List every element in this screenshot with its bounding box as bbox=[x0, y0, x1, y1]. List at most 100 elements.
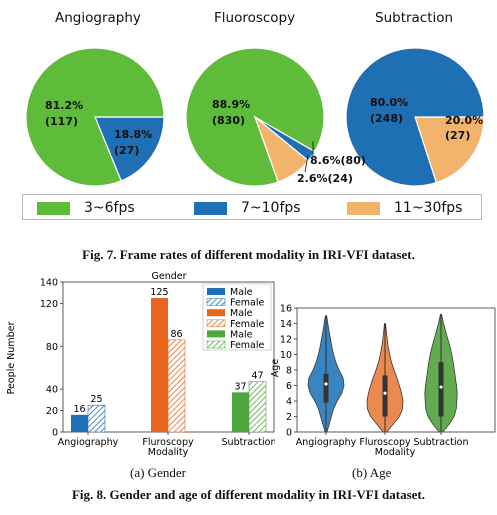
y-tick-label: 120 bbox=[40, 299, 58, 310]
x-tick-label: Angiography bbox=[296, 437, 357, 448]
fig8-caption: Fig. 8. Gender and age of different moda… bbox=[71, 487, 426, 502]
bar-female bbox=[248, 381, 267, 433]
pie-label-callout: 8.6%(80) bbox=[310, 154, 366, 167]
legend-swatch-green bbox=[37, 201, 70, 215]
pie-title-angiography: Angiography bbox=[55, 10, 141, 26]
bar-male bbox=[71, 414, 88, 432]
bar-male bbox=[151, 298, 168, 432]
legend-swatch bbox=[206, 319, 226, 328]
legend-swatch bbox=[207, 330, 225, 338]
gender-bar-chart: Gender 0 20 40 80 120 140 16 25 125 86 37 47 Angio… bbox=[6, 271, 275, 458]
x-tick-label: Subtraction bbox=[414, 437, 469, 448]
pie-slice bbox=[253, 115, 310, 183]
pie-label-pct: 81.2% bbox=[45, 99, 83, 112]
y-tick-label: 4 bbox=[286, 397, 292, 408]
x-tick-label: Angiography bbox=[58, 437, 119, 448]
pie-slice bbox=[345, 47, 485, 187]
pie-label-count: (27) bbox=[114, 144, 139, 157]
bar-value-label: 25 bbox=[90, 394, 102, 405]
legend-swatch bbox=[206, 298, 226, 306]
y-tick-label: 12 bbox=[280, 335, 292, 346]
y-tick-label: 14 bbox=[280, 319, 292, 330]
pie-slice bbox=[414, 116, 485, 184]
legend-item-7-10fps: 7~10fps bbox=[194, 200, 301, 216]
legend-swatch-orange bbox=[347, 201, 380, 215]
y-tick-label: 80 bbox=[46, 342, 58, 353]
bar-female bbox=[87, 404, 106, 433]
pie-slice bbox=[94, 116, 165, 182]
legend-label: 7~10fps bbox=[241, 200, 301, 216]
pie-title-fluoroscopy: Fluoroscopy bbox=[214, 10, 296, 26]
y-tick-label: 10 bbox=[280, 350, 292, 361]
violin-iqr-box bbox=[382, 375, 388, 417]
legend-swatch bbox=[207, 288, 225, 295]
legend-label: 3~6fps bbox=[84, 200, 135, 216]
violin-ylabel: Age bbox=[270, 359, 281, 378]
bar-value-label: 16 bbox=[73, 404, 85, 415]
subcaption-gender: (a) Gender bbox=[130, 465, 186, 480]
y-tick-label: 2 bbox=[286, 412, 292, 423]
bar-x-axis: Angiography Fluroscopy Subtraction bbox=[58, 432, 275, 448]
violin-marks bbox=[307, 313, 458, 433]
pie-label-callout: 2.6%(24) bbox=[297, 172, 353, 185]
legend-item-3-6fps: 3~6fps bbox=[37, 200, 135, 216]
bar-value-label: 47 bbox=[251, 371, 263, 382]
x-tick-label: Fluroscopy bbox=[142, 437, 194, 448]
pie-angiography bbox=[25, 47, 165, 187]
y-tick-label: 6 bbox=[286, 381, 292, 392]
pie-label-count: (248) bbox=[370, 112, 403, 125]
legend-swatch bbox=[207, 309, 225, 317]
bar-y-axis: 0 20 40 80 120 140 bbox=[40, 278, 63, 439]
legend-item-11-30fps: 11~30fps bbox=[347, 200, 462, 216]
violin-x-axis: Angiography Fluroscopy Subtraction bbox=[296, 432, 469, 448]
bar-value-label: 86 bbox=[170, 329, 182, 340]
legend-label: Female bbox=[230, 298, 265, 309]
pie-label-pct: 18.8% bbox=[114, 128, 152, 141]
pie-label-count: (117) bbox=[45, 115, 78, 128]
x-tick-label: Fluroscopy bbox=[359, 437, 411, 448]
pie-slice bbox=[25, 47, 165, 187]
pie-fluoroscopy bbox=[185, 47, 325, 187]
bar-female bbox=[167, 339, 186, 433]
y-tick-label: 0 bbox=[52, 428, 58, 439]
x-tick-label: Subtraction bbox=[222, 437, 275, 448]
violin-iqr-box bbox=[438, 362, 444, 417]
legend-swatch bbox=[206, 340, 226, 349]
pie-label-count: (830) bbox=[212, 114, 245, 127]
violin-y-axis: 0 2 4 6 8 10 12 14 16 bbox=[280, 304, 297, 439]
violin-xlabel: Modality bbox=[375, 447, 416, 458]
pie-label-pct: 88.9% bbox=[212, 98, 250, 111]
pie-title-subtraction: Subtraction bbox=[375, 10, 454, 26]
violin-median bbox=[383, 391, 387, 395]
violin-iqr-box bbox=[323, 373, 329, 403]
violin-median bbox=[439, 385, 443, 389]
legend-label: Male bbox=[230, 287, 253, 298]
legend-label: Female bbox=[230, 319, 265, 330]
y-tick-label: 40 bbox=[46, 385, 58, 396]
pie-subtraction bbox=[345, 47, 485, 187]
legend-label: Female bbox=[230, 340, 265, 351]
bar-ylabel: People Number bbox=[6, 322, 17, 395]
bar-xlabel: Modality bbox=[148, 447, 189, 458]
legend-label: 11~30fps bbox=[394, 200, 463, 216]
pie-label-count: (27) bbox=[445, 129, 470, 142]
bar-value-label: 37 bbox=[234, 381, 246, 392]
bar-chart-title: Gender bbox=[151, 271, 186, 282]
fig7-caption: Fig. 7. Frame rates of different modalit… bbox=[82, 247, 415, 262]
legend-swatch-blue bbox=[194, 201, 227, 215]
y-tick-label: 16 bbox=[280, 304, 292, 315]
y-tick-label: 0 bbox=[286, 428, 292, 439]
bar-marks: 16 25 125 86 37 47 bbox=[71, 287, 267, 433]
y-tick-label: 20 bbox=[46, 406, 58, 417]
pie-label-pct: 80.0% bbox=[370, 96, 408, 109]
violin-median bbox=[324, 382, 328, 386]
bar-value-label: 125 bbox=[150, 287, 168, 298]
subcaption-age: (b) Age bbox=[352, 465, 392, 480]
y-tick-label: 140 bbox=[40, 278, 58, 289]
pie-leader-line bbox=[304, 154, 309, 173]
pie-labels: 81.2% (117) 18.8% (27) 88.9% (830) 8.6%(80) 2.6… bbox=[45, 96, 483, 185]
legend-label: Male bbox=[230, 329, 253, 340]
pie-label-pct: 20.0% bbox=[445, 114, 483, 127]
pie-charts: 81.2% (117) 18.8% (27) 88.9% (830) 8.6%(80) 2.6… bbox=[25, 47, 485, 187]
